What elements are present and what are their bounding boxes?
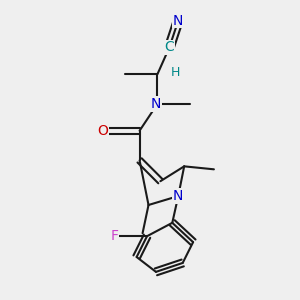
Text: N: N (173, 14, 183, 28)
Text: N: N (151, 97, 161, 111)
Text: O: O (97, 124, 108, 138)
Text: F: F (110, 229, 118, 243)
Text: C: C (164, 40, 174, 55)
Text: H: H (171, 66, 180, 79)
Text: N: N (173, 189, 183, 203)
